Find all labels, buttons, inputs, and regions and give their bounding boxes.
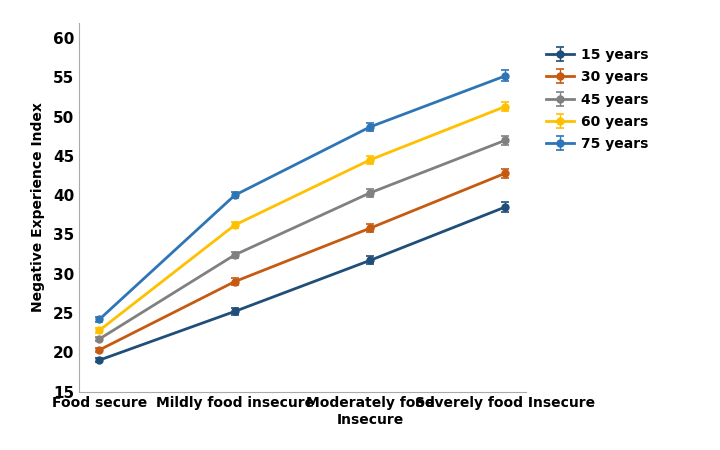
Y-axis label: Negative Experience Index: Negative Experience Index [31, 102, 45, 312]
Legend: 15 years, 30 years, 45 years, 60 years, 75 years: 15 years, 30 years, 45 years, 60 years, … [546, 48, 648, 151]
